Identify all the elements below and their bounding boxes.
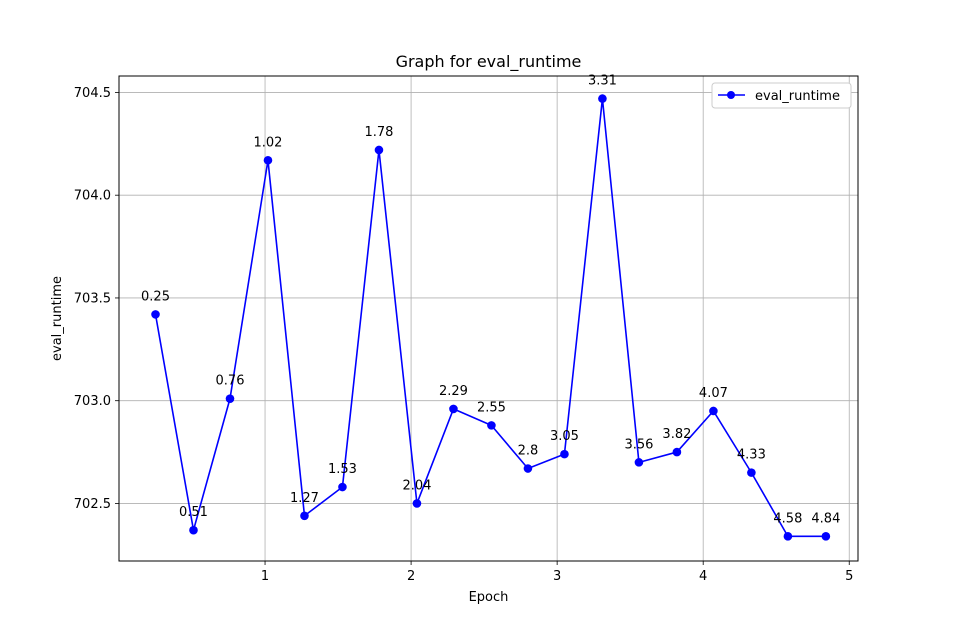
data-point	[523, 464, 533, 473]
x-tick-label: 2	[407, 569, 415, 584]
data-point	[449, 404, 458, 414]
x-axis-title: Epoch	[469, 590, 509, 605]
point-label: 4.07	[699, 386, 728, 401]
x-tick-label: 5	[845, 569, 853, 584]
y-tick-label: 703.0	[74, 394, 111, 409]
data-point	[487, 421, 496, 430]
point-label: 0.25	[141, 289, 170, 304]
point-label: 0.76	[216, 374, 245, 389]
y-tick-label: 704.5	[74, 86, 111, 101]
data-point	[821, 532, 831, 541]
y-tick-label: 702.5	[74, 497, 111, 512]
data-point	[151, 310, 160, 319]
point-label: 2.04	[402, 478, 431, 493]
plot-area-frame	[118, 75, 859, 562]
point-label: 1.02	[253, 135, 282, 150]
point-label: 4.33	[737, 448, 766, 463]
data-point	[374, 145, 384, 155]
data-point	[634, 458, 644, 467]
x-tick-label: 1	[261, 569, 269, 584]
point-labels: 0.25 0.51 0.76 1.02 1.27 1.53 1.78 2.04 2.29 2.55…	[141, 74, 840, 527]
data-point	[598, 94, 607, 103]
point-label: 3.31	[588, 74, 617, 89]
point-label: 1.78	[364, 125, 393, 140]
x-tick-label: 4	[699, 569, 707, 584]
legend-marker	[727, 91, 735, 99]
data-point	[189, 525, 198, 535]
y-axis-title: eval_runtime	[50, 276, 65, 361]
point-label: 3.56	[624, 437, 653, 452]
point-label: 0.51	[179, 505, 208, 520]
data-point	[263, 155, 273, 165]
point-label: 4.58	[773, 511, 802, 526]
axis-ticks: 1 2 3 4 5 702.5 703.0 703.5 704.0 704.5	[74, 86, 854, 584]
chart-title: Graph for eval_runtime	[396, 52, 582, 72]
point-label: 2.29	[439, 384, 468, 399]
point-label: 3.05	[550, 429, 579, 444]
point-label: 2.8	[518, 444, 539, 459]
data-point	[225, 394, 235, 403]
data-point	[709, 406, 718, 416]
legend-box	[711, 82, 852, 109]
data-point	[672, 447, 682, 457]
data-point	[560, 449, 569, 459]
legend-label: eval_runtime	[755, 89, 840, 104]
point-label: 3.82	[662, 427, 691, 442]
y-tick-label: 704.0	[74, 189, 111, 204]
data-point	[338, 482, 347, 492]
point-label: 1.53	[328, 462, 357, 477]
legend: eval_runtime	[711, 82, 852, 109]
point-label: 1.27	[290, 491, 319, 506]
point-label: 2.55	[477, 400, 506, 415]
series-eval-runtime	[151, 94, 831, 541]
data-point	[412, 499, 422, 508]
data-point	[747, 468, 756, 477]
x-tick-label: 3	[553, 569, 561, 584]
data-point	[783, 532, 793, 541]
data-point	[300, 511, 309, 521]
point-label: 4.84	[811, 511, 840, 526]
y-tick-label: 703.5	[74, 291, 111, 306]
